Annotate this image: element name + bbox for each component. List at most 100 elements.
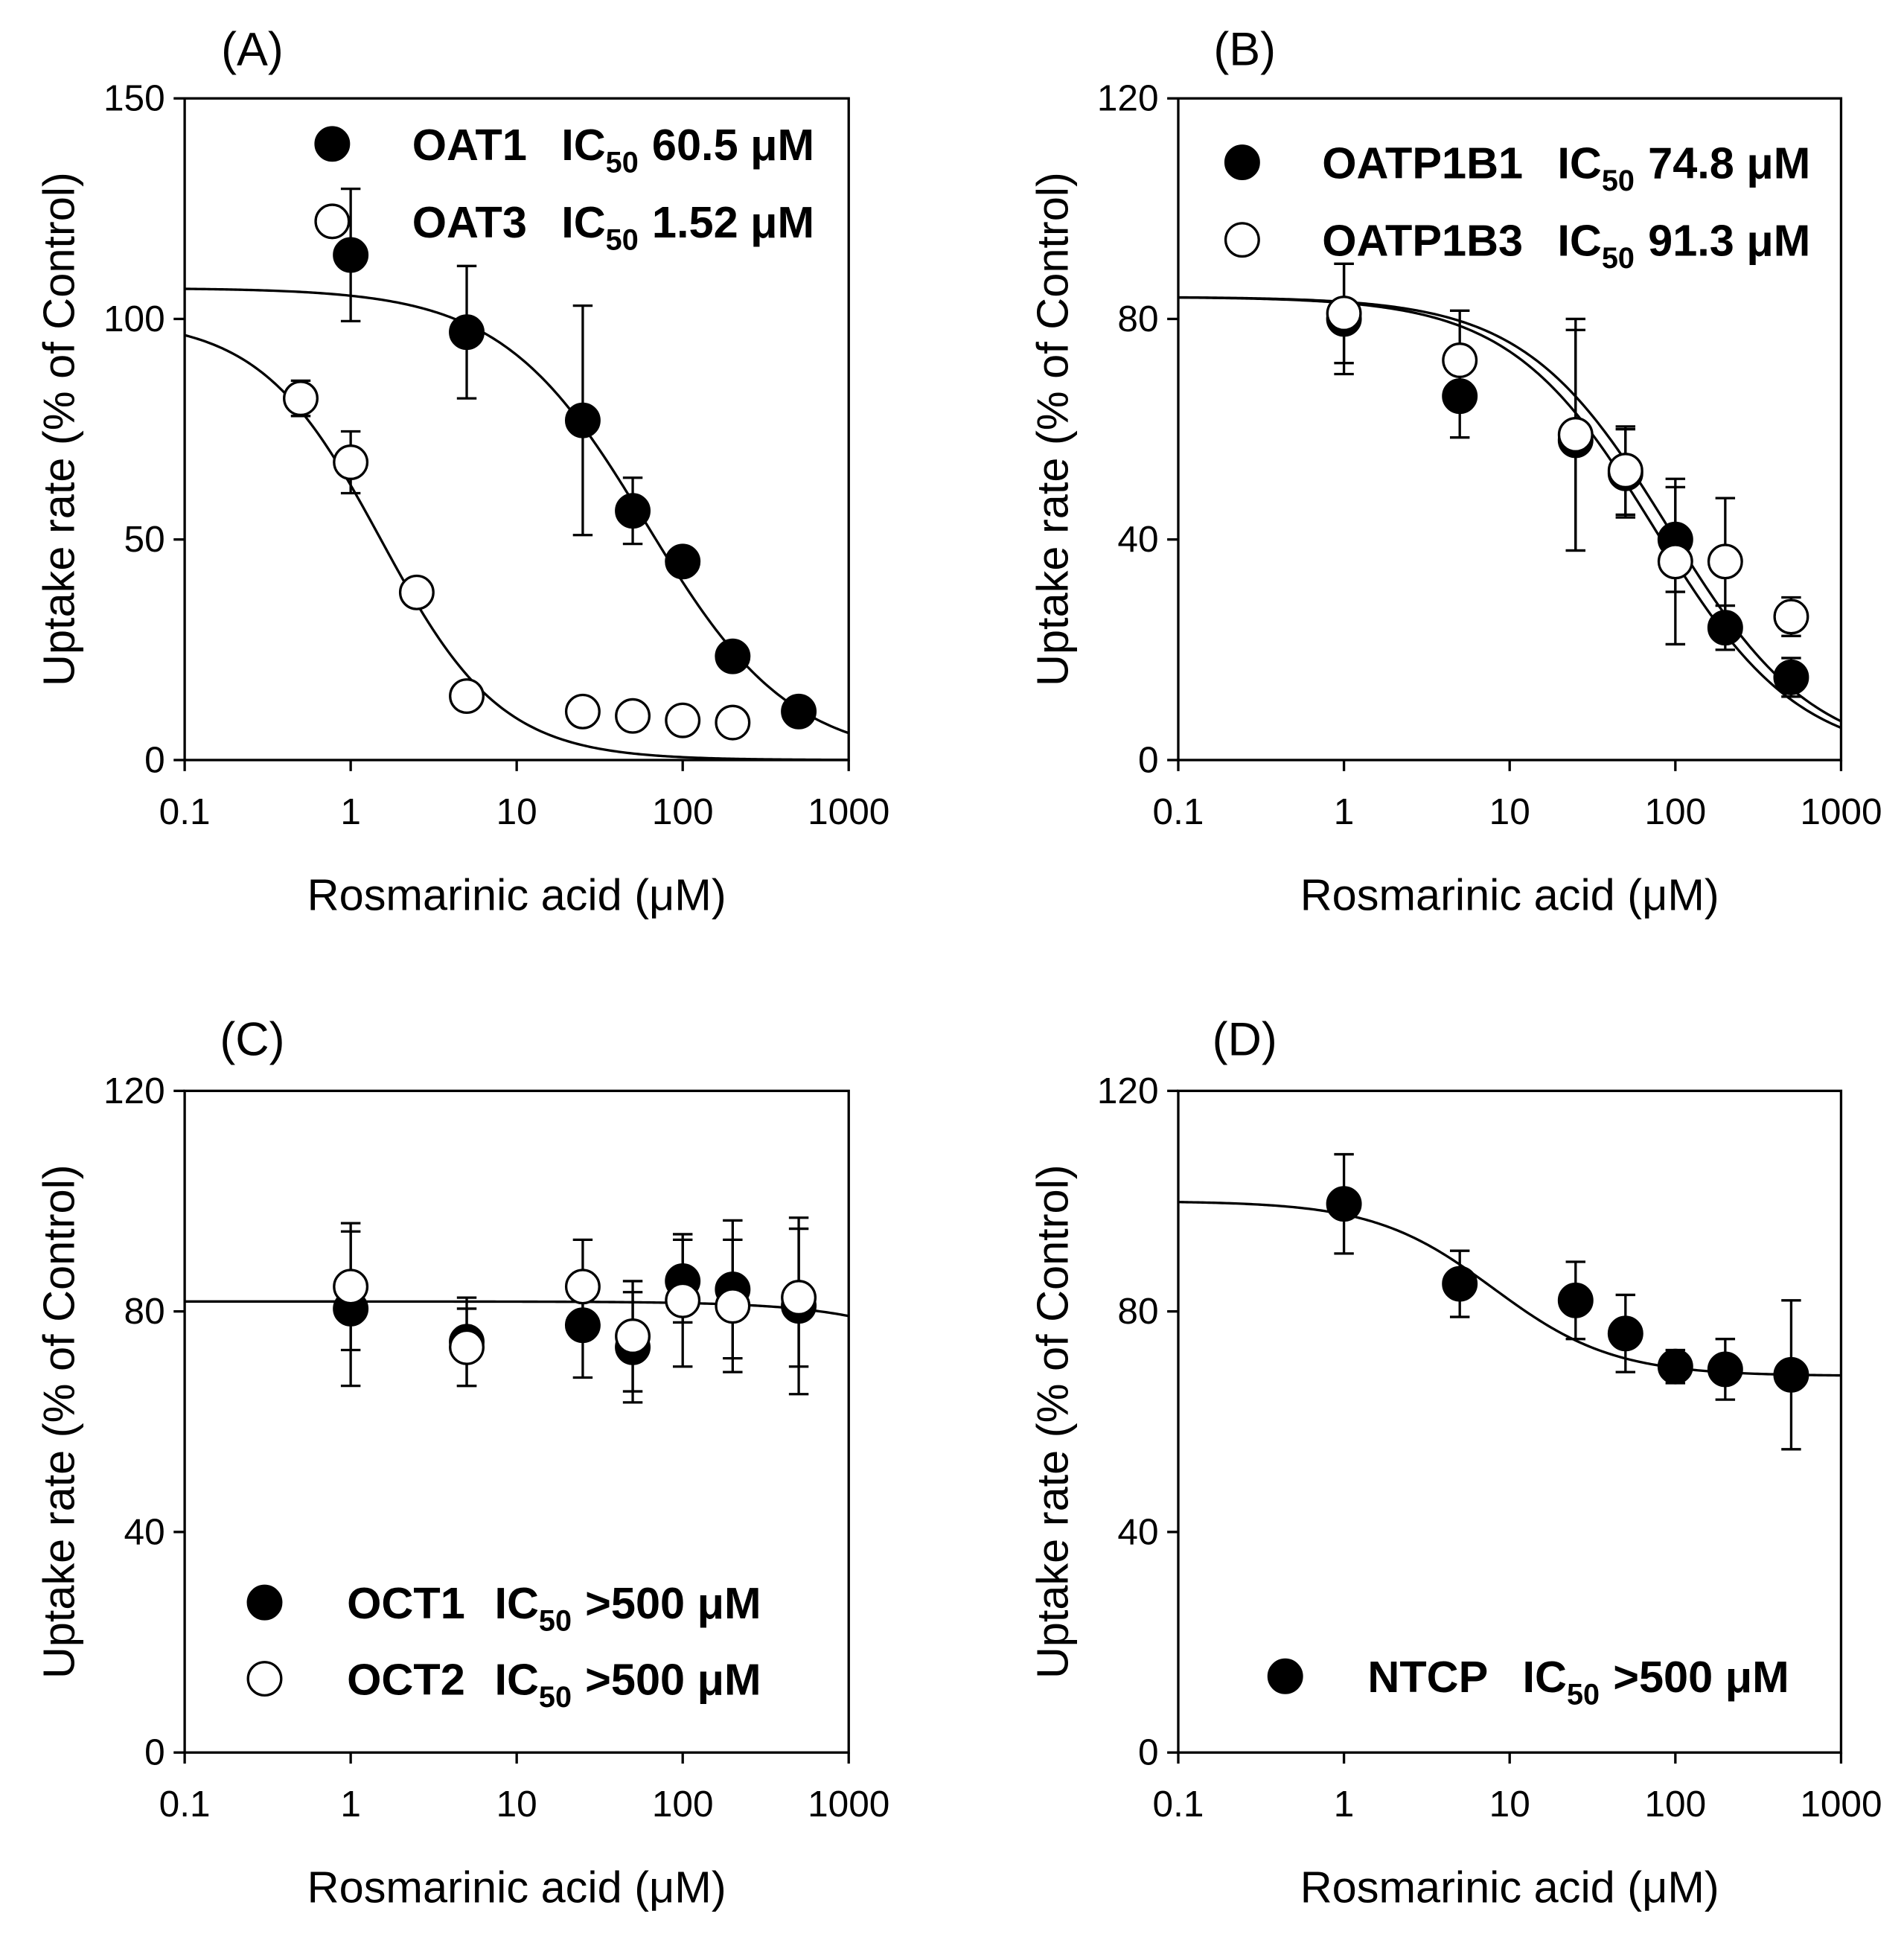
data-point-oat3 [449, 678, 485, 715]
legend-series-name: OCT2 [347, 1655, 465, 1705]
legend-marker-oatp1b1 [1224, 144, 1260, 181]
y-tick-label: 0 [144, 1732, 165, 1773]
x-tick-label: 100 [1644, 791, 1706, 832]
data-point-oat1 [564, 402, 601, 438]
x-axis-title: Rosmarinic acid (μM) [307, 870, 726, 920]
y-tick-label: 40 [124, 1510, 165, 1552]
data-point-oat3 [333, 444, 369, 480]
y-axis-title: Uptake rate (% of Control) [1027, 172, 1077, 686]
x-tick-label: 1000 [808, 791, 889, 832]
data-point-oct2 [615, 1318, 651, 1354]
legend-ic-label: IC [494, 1578, 538, 1628]
legend-series-name: OATP1B1 [1322, 138, 1523, 188]
y-axis-title: Uptake rate (% of Control) [33, 172, 83, 686]
legend-ic-label: IC [1557, 216, 1601, 266]
data-point-oct2 [449, 1329, 485, 1365]
legend-ic-label: IC [494, 1655, 538, 1705]
data-point-oatp1b3 [1326, 296, 1362, 331]
data-point-oat3 [615, 698, 651, 734]
legend-ic-subscript: 50 [539, 1605, 572, 1638]
y-tick-label: 0 [144, 738, 165, 780]
legend: NTCP IC50 >500 μM [1267, 1652, 1789, 1711]
data-point-oat3 [283, 380, 319, 417]
data-point-oat3 [715, 704, 751, 741]
legend-ic50-value: 91.3 μM [1648, 216, 1810, 266]
y-tick-label: 120 [1097, 1070, 1159, 1111]
x-tick-label: 1000 [808, 1783, 889, 1825]
y-tick-label: 0 [1138, 1732, 1159, 1773]
data-point-oatp1b3 [1657, 543, 1693, 580]
legend-series-name: OATP1B3 [1322, 216, 1523, 266]
legend-series-name: OCT1 [347, 1578, 465, 1628]
legend-ic-label: IC [1523, 1652, 1567, 1702]
x-axis-title: Rosmarinic acid (μM) [1300, 1863, 1719, 1912]
y-tick-label: 80 [1117, 298, 1158, 339]
legend-marker-oct1 [246, 1584, 283, 1621]
y-tick-label: 40 [1117, 1510, 1158, 1552]
x-axis-title: Rosmarinic acid (μM) [307, 1863, 726, 1912]
data-point-ntcp [1657, 1348, 1693, 1385]
x-tick-label: 10 [496, 1783, 537, 1825]
x-tick-label: 100 [652, 791, 714, 832]
x-axis-title: Rosmarinic acid (μM) [1300, 870, 1719, 920]
x-tick-label: 1 [340, 791, 361, 832]
data-point-ntcp [1442, 1266, 1478, 1302]
chart-panel-b: (B) 0.1 1 10 100 1000 0 40 80 120 Rosmarinic acid … [1027, 24, 1882, 920]
panel-label: (C) [220, 1013, 284, 1065]
y-tick-label: 80 [124, 1290, 165, 1332]
data-point-oatp1b1 [1707, 610, 1743, 646]
data-point-oatp1b3 [1442, 342, 1478, 378]
data-point-ntcp [1773, 1356, 1809, 1393]
legend-marker-ntcp [1267, 1658, 1303, 1694]
legend-ic50-value: >500 μM [1613, 1652, 1789, 1702]
plot-frame [1177, 97, 1843, 762]
legend: OAT1 IC50 60.5 μM OAT3 IC50 1.52 μM [314, 120, 814, 257]
y-tick-label: 40 [1117, 518, 1158, 560]
legend-ic-label: IC [561, 120, 605, 170]
legend-ic-subscript: 50 [1567, 1679, 1600, 1711]
data-point-oatp1b1 [1773, 659, 1809, 695]
x-tick-label: 1 [1334, 791, 1355, 832]
data-point-oat3 [564, 693, 601, 730]
x-tick-label: 1000 [1800, 791, 1882, 832]
data-point-oatp1b3 [1607, 453, 1643, 489]
data-point-oat1 [333, 237, 369, 273]
data-point-oat1 [449, 314, 485, 351]
legend-entry-oat1: OAT1 IC50 60.5 μM [412, 120, 814, 179]
x-tick-label: 0.1 [159, 1783, 211, 1825]
data-point-oatp1b3 [1557, 417, 1594, 453]
data-point-oatp1b3 [1707, 543, 1743, 580]
x-tick-label: 0.1 [159, 791, 211, 832]
x-tick-label: 10 [1489, 1783, 1530, 1825]
legend-series-name: OAT3 [412, 197, 527, 247]
y-tick-label: 80 [1117, 1290, 1158, 1332]
data-point-oat1 [665, 543, 701, 580]
legend-ic50-value: 1.52 μM [652, 197, 814, 247]
legend-entry-oat3: OAT3 IC50 1.52 μM [412, 197, 814, 257]
data-point-oatp1b3 [1773, 599, 1809, 635]
y-tick-label: 150 [103, 77, 165, 119]
legend-entry-ntcp: NTCP IC50 >500 μM [1367, 1652, 1789, 1711]
x-tick-label: 10 [1489, 791, 1530, 832]
fit-curve-ntcp [1178, 1201, 1841, 1377]
legend-marker-oat3 [314, 203, 351, 240]
legend-ic50-value: 74.8 μM [1648, 138, 1810, 188]
data-point-ntcp [1557, 1282, 1594, 1318]
data-point-ntcp [1326, 1186, 1362, 1222]
legend-entry-oatp1b1: OATP1B1 IC50 74.8 μM [1322, 138, 1810, 198]
chart-panel-c: (C) 0.1 1 10 100 1000 0 40 80 120 Rosmarinic acid … [33, 1013, 889, 1912]
data-point-oct2 [564, 1269, 601, 1305]
data-point-oat1 [615, 493, 651, 529]
y-tick-label: 120 [103, 1070, 165, 1111]
data-point-oct2 [333, 1269, 369, 1305]
legend-ic50-value: >500 μM [585, 1655, 761, 1705]
legend-entry-oct1: OCT1 IC50 >500 μM [347, 1578, 761, 1638]
plot-frame [183, 1089, 850, 1754]
y-axis-title: Uptake rate (% of Control) [1027, 1164, 1077, 1679]
panel-label: (B) [1213, 24, 1276, 76]
legend-ic50-value: >500 μM [585, 1578, 761, 1628]
legend-ic-subscript: 50 [1602, 165, 1635, 197]
y-tick-label: 120 [1097, 77, 1159, 119]
y-tick-label: 100 [103, 298, 165, 339]
